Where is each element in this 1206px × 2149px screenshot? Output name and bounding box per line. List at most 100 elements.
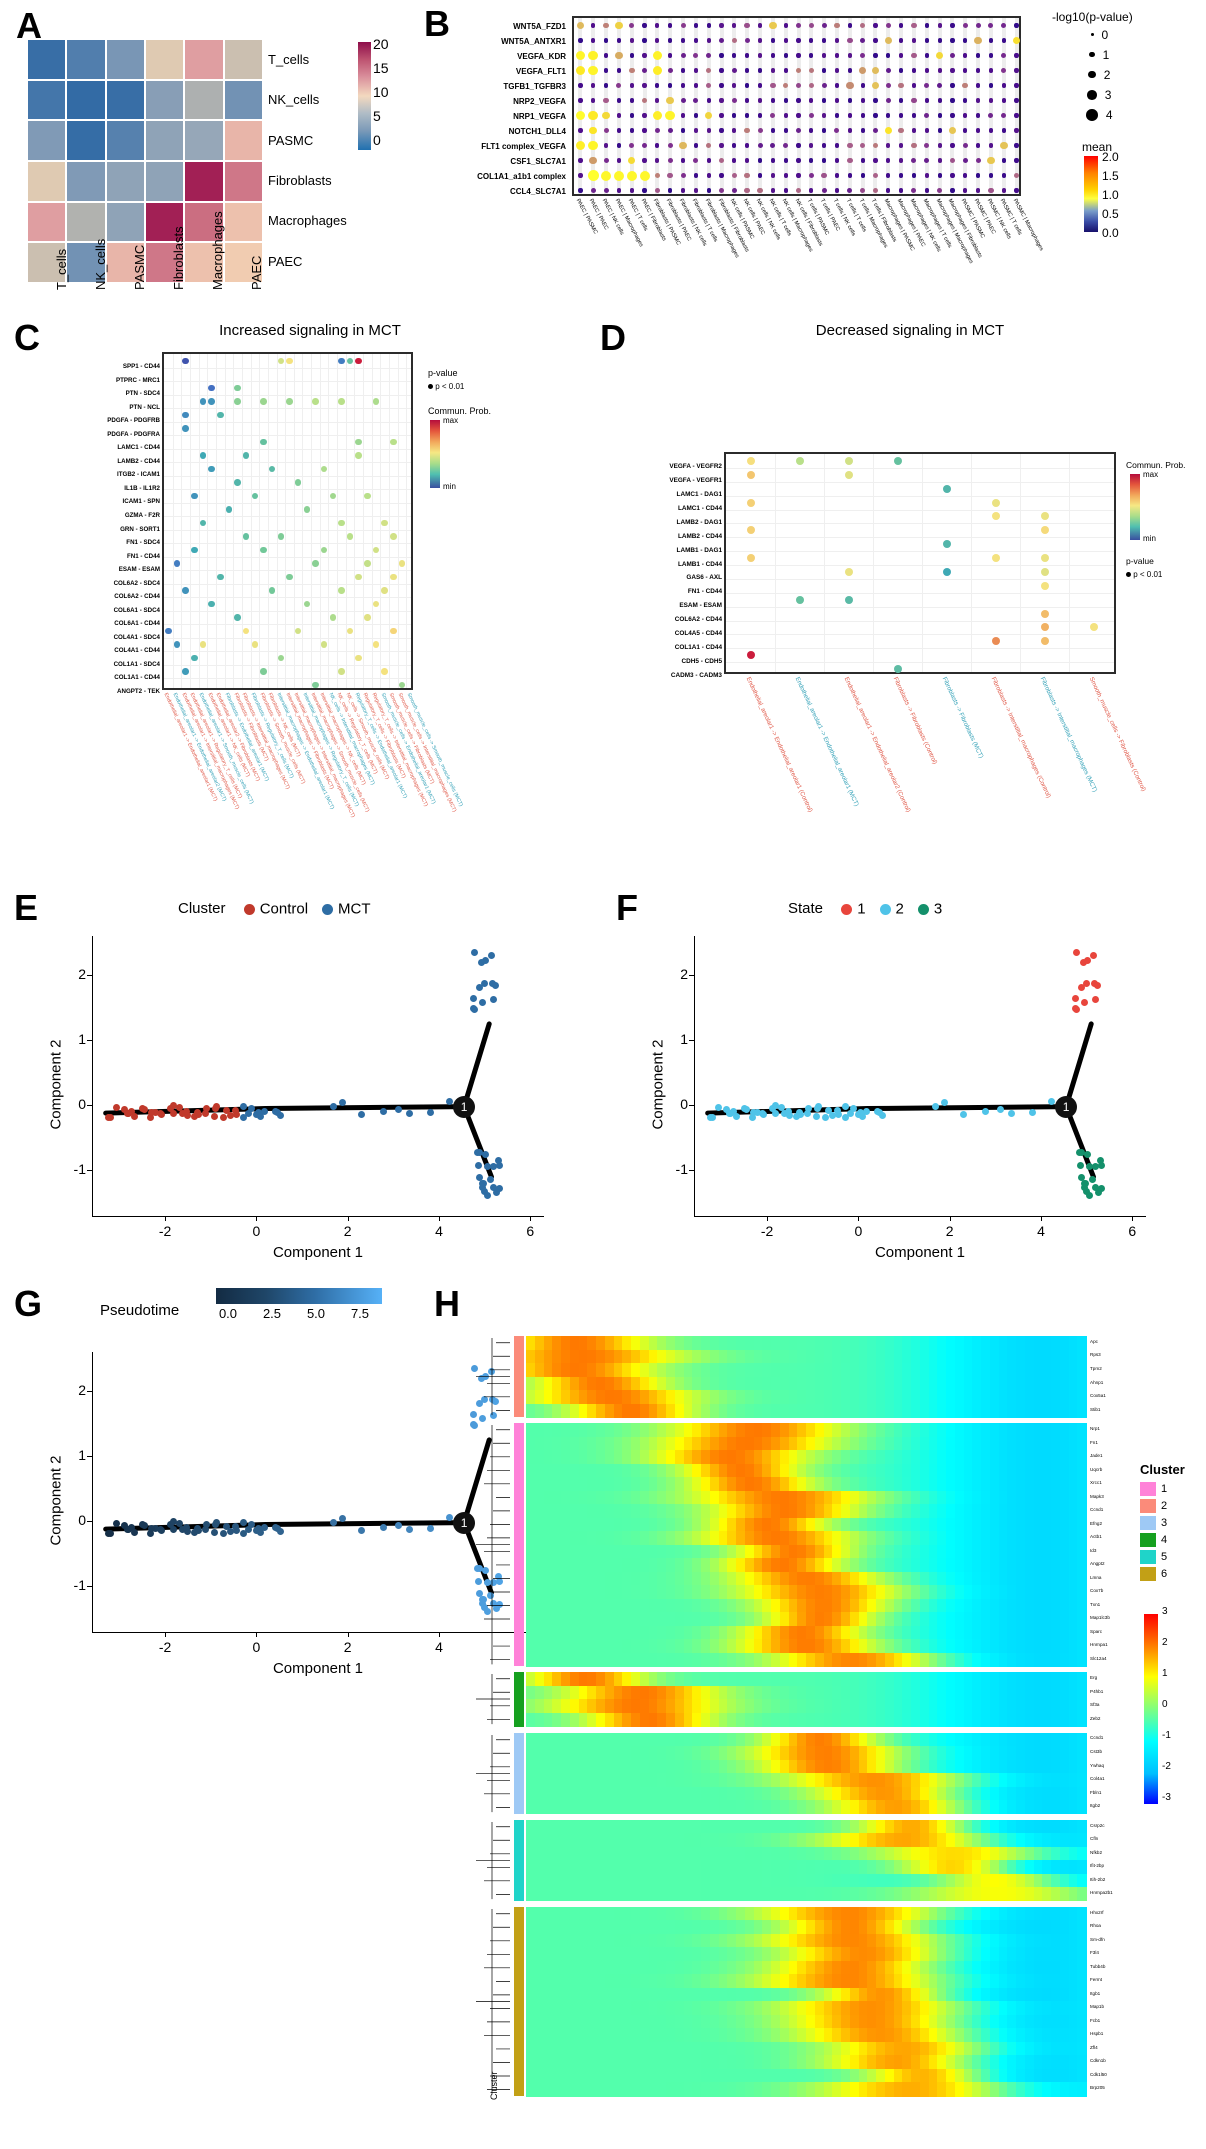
panelC-dot <box>277 654 285 662</box>
panelH-heatmap-cell <box>1077 1960 1087 1975</box>
panelH-heatmap-cell <box>762 1436 772 1451</box>
panelH-heatmap-cell <box>727 1947 737 1962</box>
panelH-heatmap-cell <box>543 1873 553 1888</box>
panelH-heatmap-cell <box>701 1531 711 1546</box>
panelH-heatmap-cell <box>1042 1672 1052 1687</box>
panelB-dot <box>667 172 673 179</box>
panelH-heatmap-cell <box>683 2001 693 2016</box>
panelH-heatmap-cell <box>762 2028 772 2043</box>
panelH-heatmap-cell <box>946 2055 956 2070</box>
panelH-heatmap-cell <box>797 1336 807 1351</box>
panelB-dot <box>744 127 750 134</box>
panelH-heatmap-cell <box>657 1463 667 1478</box>
panelB-colorbar-tick: 1.5 <box>1102 169 1119 183</box>
panelH-gene-label: Id3 <box>1090 1547 1097 1553</box>
panelH-heatmap-cell <box>552 1652 562 1668</box>
panelH-heatmap-cell <box>779 1336 790 1351</box>
panelB-dot <box>693 23 698 28</box>
panelH-heatmap-cell <box>954 1544 965 1559</box>
panelH-heatmap-cell <box>657 1477 667 1492</box>
panelH-heatmap-cell <box>596 1933 606 1948</box>
panelH-heatmap-cell <box>998 1436 1008 1451</box>
panelH-heatmap-cell <box>814 1531 825 1546</box>
panelH-heatmap-cell <box>736 1477 746 1492</box>
panelH-heatmap-cell <box>718 1531 728 1546</box>
panelH-heatmap-cell <box>989 1773 1000 1788</box>
panelH-heatmap-cell <box>587 2014 597 2029</box>
panelC-gridline-h <box>164 475 411 477</box>
panelF-y-ticklabel: 2 <box>680 966 688 983</box>
panel-label-a: A <box>16 5 42 46</box>
panelH-heatmap-cell <box>674 1625 685 1640</box>
panelH-heatmap-cell <box>849 2055 860 2070</box>
panelH-heatmap-cell <box>753 1933 763 1948</box>
panelH-heatmap-cell <box>692 1531 702 1546</box>
panelH-heatmap-cell <box>631 1652 641 1668</box>
panelH-heatmap-cell <box>753 1363 763 1378</box>
panelH-heatmap-cell <box>998 1463 1008 1478</box>
panelB-dot <box>834 173 840 178</box>
panelH-heatmap-cell <box>1007 1819 1017 1834</box>
panelH-heatmap-cell <box>814 1544 825 1559</box>
panelH-heatmap-cell <box>981 1846 991 1861</box>
panelH-heatmap-cell <box>797 2082 807 2097</box>
panelH-heatmap-cell <box>648 1598 658 1613</box>
panelH-heatmap-cell <box>709 1860 720 1875</box>
panelH-heatmap-cell <box>902 1558 912 1573</box>
panelB-dot <box>975 23 981 28</box>
panelE-point <box>470 1005 478 1013</box>
panelH-heatmap-cell <box>876 1625 886 1640</box>
panelH-heatmap-cell <box>788 1746 798 1761</box>
panelA-cell <box>106 243 144 282</box>
panelH-heatmap-cell <box>1007 1860 1017 1875</box>
panelH-heatmap-cell <box>771 1349 781 1364</box>
panelH-heatmap-cell <box>744 1713 755 1728</box>
panelH-heatmap-cell <box>806 1585 816 1600</box>
panelE-point <box>491 982 499 990</box>
panelH-heatmap-cell <box>1077 1531 1087 1546</box>
panelH-heatmap-cell <box>902 2001 912 2016</box>
panelH-heatmap-cell <box>893 1544 903 1559</box>
panelH-heatmap-cell <box>709 2055 720 2070</box>
panelH-heatmap-cell <box>639 1363 650 1378</box>
panelH-heatmap-cell <box>1051 1517 1061 1532</box>
panelH-heatmap-cell <box>543 1490 553 1505</box>
panelG-point <box>231 1522 239 1530</box>
panelH-heatmap-cell <box>569 1732 580 1747</box>
panelH-heatmap-cell <box>1016 1477 1026 1492</box>
panelH-heatmap-cell <box>727 2041 737 2057</box>
panelA-cell <box>28 40 66 79</box>
panelH-heatmap-cell <box>849 1873 860 1888</box>
panelB-dot <box>783 143 789 148</box>
panelH-heatmap-cell <box>648 1833 658 1848</box>
panelH-heatmap-cell <box>578 1436 588 1451</box>
panelH-heatmap-cell <box>814 1974 825 1989</box>
panelH-heatmap-cell <box>639 1860 650 1875</box>
panelH-heatmap-cell <box>779 1450 790 1465</box>
panelH-heatmap-cell <box>849 1517 860 1532</box>
panelH-heatmap-cell <box>1051 1652 1061 1668</box>
panelH-heatmap-cell <box>928 1625 938 1640</box>
panelH-heatmap-cell <box>981 1713 991 1728</box>
panelH-heatmap-cell <box>858 1786 868 1801</box>
panelH-heatmap-cell <box>744 2082 755 2097</box>
panelH-heatmap-cell <box>946 1713 956 1728</box>
panelH-heatmap-cell <box>561 1652 571 1668</box>
panelH-heatmap-cell <box>902 1887 912 1902</box>
panelE-point <box>170 1110 178 1118</box>
panelH-heatmap-cell <box>788 1773 798 1788</box>
panelH-heatmap-cell <box>1059 1504 1070 1519</box>
panelC-gridline-v <box>337 354 339 688</box>
panelH-heatmap-cell <box>893 1800 903 1815</box>
panelH-heatmap-cell <box>561 1517 571 1532</box>
panelH-heatmap-cell <box>709 1585 720 1600</box>
panelH-heatmap-cell <box>779 1759 790 1774</box>
panelE-point <box>191 1113 199 1121</box>
panelH-heatmap-cell <box>736 1759 746 1774</box>
panelG-point <box>486 1592 494 1600</box>
panelH-heatmap-cell <box>683 1713 693 1728</box>
panelH-heatmap-cell <box>569 1846 580 1861</box>
panelH-heatmap-cell <box>893 2068 903 2084</box>
panelH-heatmap-cell <box>814 1759 825 1774</box>
panelH-heatmap-cell <box>972 1685 982 1701</box>
